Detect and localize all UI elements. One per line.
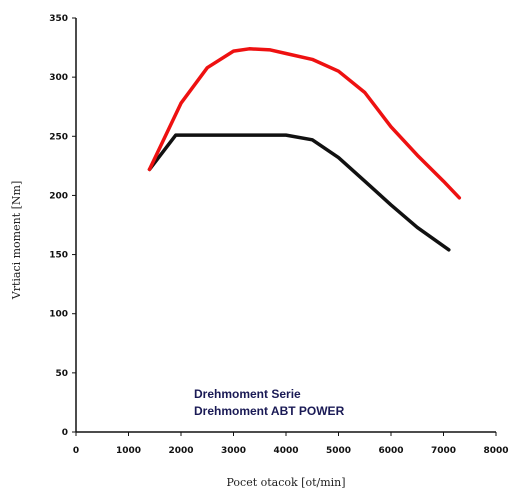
x-tick-label: 3000	[221, 446, 246, 456]
y-tick-group: 0 50 100 150 200 250 300 350	[49, 14, 76, 438]
legend: Drehmoment Serie Drehmoment ABT POWER	[194, 387, 345, 418]
x-tick-label: 7000	[431, 446, 456, 456]
y-axis-title: Vrtiaci moment [Nm]	[10, 181, 23, 301]
plot-area: 0 50 100 150 200 250 300 350 0 1000 2000 3000 4000 5…	[49, 14, 508, 456]
series-group	[147, 47, 462, 252]
x-tick-label: 8000	[483, 446, 508, 456]
y-tick-label: 100	[49, 310, 68, 320]
x-tick-label: 2000	[168, 446, 193, 456]
y-tick-label: 200	[49, 191, 68, 201]
x-tick-group: 0 1000 2000 3000 4000 5000 6000 7000 8000	[73, 432, 509, 456]
x-tick-label: 1000	[116, 446, 141, 456]
x-tick-label: 5000	[326, 446, 351, 456]
y-tick-label: 250	[49, 132, 68, 142]
y-tick-label: 0	[62, 428, 68, 438]
y-tick-label: 50	[55, 369, 68, 379]
legend-entry-serie: Drehmoment Serie	[194, 387, 301, 401]
x-tick-label: 4000	[273, 446, 298, 456]
legend-entry-abt-power: Drehmoment ABT POWER	[194, 404, 345, 418]
y-tick-label: 150	[49, 251, 68, 261]
y-tick-label: 300	[49, 73, 68, 83]
x-axis-title: Pocet otacok [ot/min]	[226, 476, 345, 489]
x-tick-label: 0	[73, 446, 79, 456]
series-line-1	[147, 47, 462, 200]
x-tick-label: 6000	[378, 446, 403, 456]
y-tick-label: 350	[49, 14, 68, 24]
series-line-0	[147, 133, 451, 252]
